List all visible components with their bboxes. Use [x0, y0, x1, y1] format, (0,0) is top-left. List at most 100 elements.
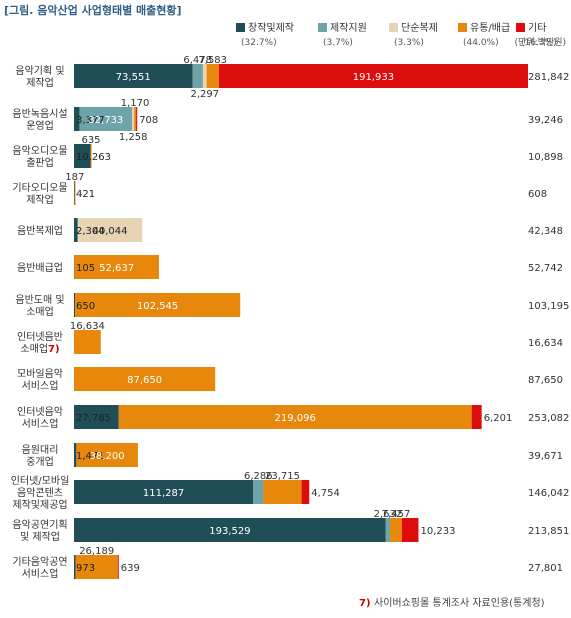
category-label: 서비스업 [22, 417, 59, 430]
legend-swatch [318, 23, 327, 32]
legend-label: 제작지원 [330, 22, 367, 34]
data-label: 193,529 [209, 526, 250, 537]
data-label: 7,583 [198, 55, 227, 66]
data-label: 708 [139, 115, 158, 126]
data-label: 23,715 [265, 471, 300, 482]
data-label: 973 [76, 563, 95, 574]
legend-item-0: 창작및제작 (32.7%) [236, 22, 294, 48]
legend-share: (3.7%) [323, 38, 353, 48]
row-total: 213,851 [528, 526, 569, 537]
footnote-marker: 7) [359, 598, 371, 609]
bar-segment-유통/배급 [74, 181, 76, 205]
legend-share: (32.7%) [241, 38, 277, 48]
row-total: 146,042 [528, 488, 569, 499]
row-total: 253,082 [528, 413, 569, 424]
bar-segment-단순복제 [132, 107, 135, 131]
bar-segment-제작지원 [192, 64, 203, 88]
chart-title: [그림. 음악산업 사업형태별 매출현황] [4, 3, 182, 17]
bar-segment-유통/배급 [74, 367, 216, 391]
bar-segment-유통/배급 [75, 555, 118, 579]
category-label: 모바일음악 [17, 368, 63, 380]
row-total: 39,246 [528, 115, 563, 126]
data-label: 16,634 [70, 321, 105, 332]
bar-segment-제작지원 [79, 107, 133, 131]
row-total: 42,348 [528, 226, 563, 237]
category-label: 기타음악공연 [12, 556, 67, 568]
data-label: 4,754 [311, 488, 340, 499]
legend-share: (3.3%) [394, 38, 424, 48]
bar-segment-창작및제작 [74, 480, 254, 504]
legend-item-1: 제작지원 (3.7%) [318, 22, 367, 48]
bar-segment-유통/배급 [90, 144, 92, 168]
legend-label: 창작및제작 [248, 22, 294, 34]
data-label: 6,201 [484, 413, 513, 424]
legend-label: 기타 [528, 22, 546, 34]
data-label: 650 [76, 301, 95, 312]
data-label: 3,377 [76, 115, 105, 126]
category-label: 제작업 [26, 76, 54, 89]
row-total: 281,842 [528, 72, 569, 83]
category-label: 음반복제업 [17, 224, 63, 237]
bar-segment-창작및제작 [74, 144, 91, 168]
data-label: 27,785 [76, 413, 111, 424]
bar-segment-유통/배급 [74, 255, 159, 279]
category-label: 음반배급업 [17, 261, 63, 274]
category-label: 제작및제공업 [12, 498, 67, 511]
data-label: 52,637 [99, 263, 134, 274]
category-label: 음악오디오물 [12, 145, 67, 157]
legend-item-2: 단순복제 (3.3%) [389, 22, 438, 48]
legend-swatch [516, 23, 525, 32]
bar-segment-단순복제 [202, 64, 207, 88]
row-total: 16,634 [528, 338, 563, 349]
data-label: 10,233 [421, 526, 456, 537]
data-label: 1,471 [76, 451, 105, 462]
bar-segment-기타 [218, 64, 528, 88]
row-total: 10,898 [528, 152, 563, 163]
legend-label: 유통/배급 [470, 22, 510, 34]
bar-segment-창작및제작 [74, 293, 76, 317]
data-label: 2,297 [190, 89, 219, 100]
bar-segment-창작및제작 [74, 555, 76, 579]
data-label: 40,044 [93, 226, 128, 237]
data-label: 87,650 [127, 375, 162, 386]
data-label: 421 [76, 189, 95, 200]
data-label: 105 [76, 263, 95, 274]
row-total: 27,801 [528, 563, 563, 574]
bar-segment-유통/배급 [263, 480, 302, 504]
category-label: 운영업 [26, 119, 54, 132]
bar-segment-기타 [301, 480, 310, 504]
bar-segment-기타 [117, 555, 119, 579]
category-label: 인터넷음반 [17, 331, 63, 343]
legend-label: 단순복제 [401, 22, 438, 34]
category-label: 인터넷/모바일 [11, 475, 70, 487]
category-label: 인터넷음악 [17, 406, 63, 418]
bar-segment-창작및제작 [74, 218, 78, 242]
category-marker: 7) [48, 344, 60, 355]
bar-segment-유통/배급 [134, 107, 137, 131]
data-label: 1,170 [121, 98, 150, 109]
category-label: 서비스업 [22, 379, 59, 392]
data-label: 32,733 [88, 115, 123, 126]
data-label: 102,545 [137, 301, 178, 312]
footnote-text: 사이버쇼핑몰 통계조사 자료인용(통계청) [374, 597, 545, 609]
bar-segment-기타 [401, 518, 419, 542]
bar-segment-제작지원 [253, 480, 264, 504]
category-label: 소매업 [26, 305, 54, 318]
bar-segment-유통/배급 [389, 518, 402, 542]
data-label: 111,287 [143, 488, 184, 499]
row-total: 39,671 [528, 451, 563, 462]
bar-segment-유통/배급 [76, 443, 138, 467]
